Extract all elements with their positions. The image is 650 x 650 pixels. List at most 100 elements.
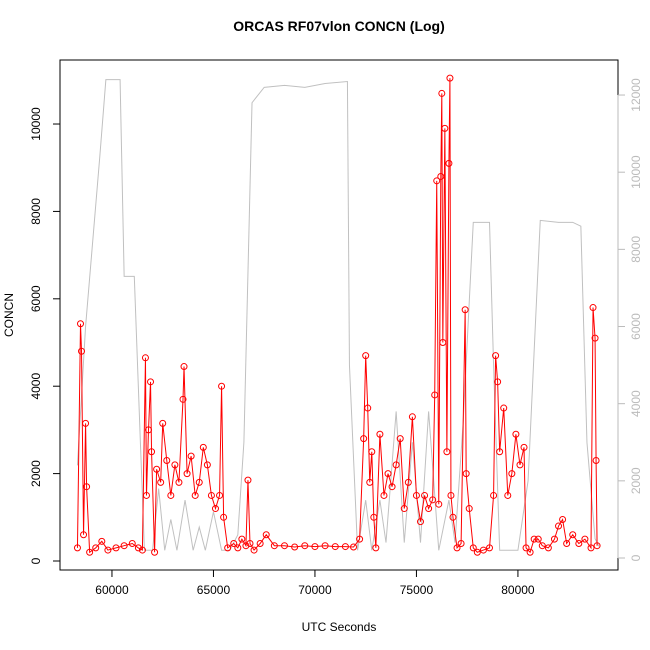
data-point xyxy=(388,483,396,491)
data-point xyxy=(256,540,264,548)
y2-tick-label: 2000 xyxy=(629,467,643,494)
data-point xyxy=(412,491,420,499)
data-point xyxy=(167,491,175,499)
data-point xyxy=(534,535,542,543)
y2-tick-label: 0 xyxy=(629,554,643,561)
data-point xyxy=(78,347,86,355)
data-point xyxy=(77,320,85,328)
data-point xyxy=(262,531,270,539)
data-point xyxy=(438,89,446,97)
data-point xyxy=(368,448,376,456)
data-point xyxy=(220,513,228,521)
data-point xyxy=(104,546,112,554)
data-point xyxy=(195,478,203,486)
data-point xyxy=(569,531,577,539)
data-point xyxy=(191,491,199,499)
y-tick-label: 2000 xyxy=(29,460,43,487)
data-point xyxy=(183,470,191,478)
data-point xyxy=(83,483,91,491)
data-point xyxy=(416,518,424,526)
y-tick-label: 8000 xyxy=(29,198,43,225)
data-point xyxy=(350,543,358,551)
data-point xyxy=(589,304,597,312)
data-point xyxy=(461,306,469,314)
data-point xyxy=(175,478,183,486)
data-point xyxy=(360,435,368,443)
data-point xyxy=(138,546,146,554)
data-point xyxy=(145,426,153,434)
data-point xyxy=(384,470,392,478)
data-point xyxy=(392,461,400,469)
data-point xyxy=(559,515,567,523)
data-point xyxy=(433,177,441,185)
data-point xyxy=(171,461,179,469)
x-tick-label: 65000 xyxy=(197,583,231,597)
data-point xyxy=(380,491,388,499)
data-point xyxy=(496,448,504,456)
y2-tick-label: 4000 xyxy=(629,390,643,417)
data-point xyxy=(301,542,309,550)
data-point xyxy=(311,543,319,551)
y2-tick-label: 8000 xyxy=(629,236,643,263)
data-point xyxy=(435,500,443,508)
y2-tick-label: 10000 xyxy=(629,155,643,189)
x-tick-label: 70000 xyxy=(298,583,332,597)
data-point xyxy=(73,544,81,552)
data-point xyxy=(516,461,524,469)
data-point xyxy=(341,543,349,551)
data-point xyxy=(147,378,155,386)
data-point xyxy=(199,443,207,451)
data-point xyxy=(508,470,516,478)
data-point xyxy=(445,159,453,167)
data-point xyxy=(449,513,457,521)
data-point xyxy=(425,505,433,513)
data-point xyxy=(207,491,215,499)
data-point xyxy=(128,540,136,548)
data-point xyxy=(148,448,156,456)
x-axis-label: UTC Seconds xyxy=(302,620,377,634)
data-point xyxy=(86,548,94,556)
y2-tick-label: 12000 xyxy=(629,78,643,112)
data-point xyxy=(530,535,538,543)
data-point xyxy=(364,404,372,412)
data-point xyxy=(291,543,299,551)
data-point xyxy=(112,544,120,552)
data-point xyxy=(270,542,278,550)
data-point xyxy=(500,404,508,412)
y2-tick-label: 6000 xyxy=(629,313,643,340)
data-point xyxy=(504,491,512,499)
data-point xyxy=(216,491,224,499)
data-point xyxy=(356,535,364,543)
data-point xyxy=(159,419,167,427)
data-point xyxy=(238,535,246,543)
data-point xyxy=(526,548,534,556)
data-point xyxy=(134,544,142,552)
data-point xyxy=(234,544,242,552)
data-point xyxy=(587,544,595,552)
data-point xyxy=(224,544,232,552)
data-point xyxy=(321,542,329,550)
data-point xyxy=(593,542,601,550)
data-point xyxy=(331,543,339,551)
chart-title: ORCAS RF07vlon CONCN (Log) xyxy=(233,18,445,34)
x-tick-label: 75000 xyxy=(400,583,434,597)
data-point xyxy=(453,544,461,552)
data-point xyxy=(120,542,128,550)
data-point xyxy=(439,339,447,347)
data-point xyxy=(443,448,451,456)
data-point xyxy=(203,461,211,469)
data-point xyxy=(180,363,188,371)
data-point xyxy=(486,544,494,552)
y-tick-label: 0 xyxy=(29,557,43,564)
data-point xyxy=(362,352,370,360)
data-point xyxy=(366,478,374,486)
data-point xyxy=(446,74,454,82)
y-tick-label: 10000 xyxy=(29,107,43,141)
data-point xyxy=(80,531,88,539)
data-point xyxy=(522,544,530,552)
x-tick-label: 80000 xyxy=(501,583,535,597)
data-point xyxy=(492,352,500,360)
data-point xyxy=(437,172,445,180)
